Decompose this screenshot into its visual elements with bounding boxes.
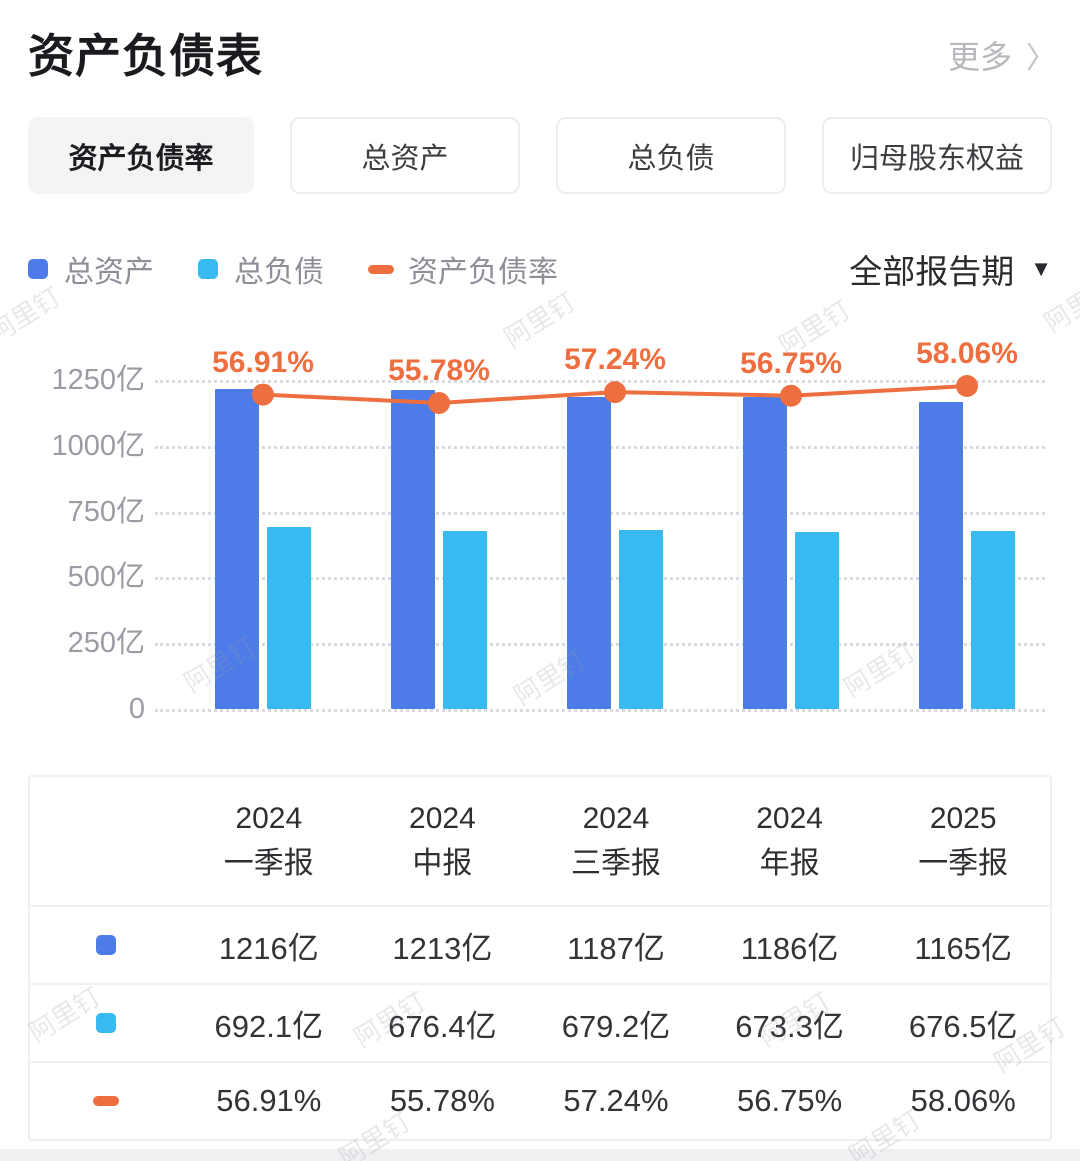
col-header: 2024 中报 bbox=[409, 802, 476, 880]
caret-down-icon: ▼ bbox=[1030, 256, 1052, 281]
tab-total-assets[interactable]: 总资产 bbox=[290, 117, 520, 194]
value-cell: 673.3亿 bbox=[735, 1008, 844, 1044]
bar-line-chart: 0 250亿 500亿 750亿 1000亿 1250亿 56.91% 55.78% 57.24… bbox=[0, 335, 1080, 747]
orange-dash-icon bbox=[368, 264, 394, 274]
legend-total-liabilities[interactable]: 总负债 bbox=[198, 247, 324, 291]
section-divider bbox=[0, 1149, 1080, 1161]
value-cell: 1216亿 bbox=[218, 930, 319, 966]
legend-total-assets[interactable]: 总资产 bbox=[28, 247, 154, 291]
gridline bbox=[155, 709, 1045, 712]
bar-total-assets[interactable] bbox=[391, 389, 435, 709]
legend-label: 资产负债率 bbox=[408, 256, 558, 289]
more-link[interactable]: 更多 〉 bbox=[948, 32, 1056, 78]
bar-total-assets[interactable] bbox=[743, 396, 787, 709]
tab-parent-equity[interactable]: 归母股东权益 bbox=[822, 117, 1052, 194]
bar-total-assets[interactable] bbox=[919, 402, 963, 709]
value-cell: 676.5亿 bbox=[908, 1008, 1018, 1044]
bar-total-assets[interactable] bbox=[215, 388, 259, 709]
value-cell: 55.78% bbox=[389, 1083, 495, 1118]
cyan-square-icon bbox=[198, 259, 218, 279]
legend-label: 总负债 bbox=[234, 256, 324, 289]
table-header-row: 2024 一季报 2024 中报 2024 三季报 2024 年报 2025 一季报 bbox=[30, 777, 1050, 905]
more-label: 更多 bbox=[947, 39, 1012, 75]
legend-label: 总资产 bbox=[64, 256, 154, 289]
table-row-debt-ratio: 56.91% 55.78% 57.24% 56.75% 58.06% bbox=[30, 1061, 1050, 1139]
page-title: 资产负债表 bbox=[28, 30, 263, 82]
value-cell: 679.2亿 bbox=[561, 1008, 671, 1044]
value-cell: 1187亿 bbox=[567, 930, 665, 966]
value-cell: 1186亿 bbox=[740, 930, 839, 966]
rate-value-label: 57.24% bbox=[564, 343, 666, 377]
report-period-dropdown[interactable]: 全部报告期 ▼ bbox=[849, 245, 1052, 293]
blue-square-icon bbox=[96, 935, 116, 955]
legend-debt-ratio[interactable]: 资产负债率 bbox=[368, 247, 558, 291]
period-label: 全部报告期 bbox=[849, 253, 1015, 290]
value-cell: 1213亿 bbox=[392, 930, 493, 966]
debt-ratio-line bbox=[252, 375, 978, 414]
gridline bbox=[155, 380, 1045, 383]
chart-legend: 总资产 总负债 资产负债率 全部报告期 ▼ bbox=[28, 248, 1052, 290]
y-axis-label: 1250亿 bbox=[51, 364, 145, 396]
value-cell: 57.24% bbox=[563, 1083, 669, 1118]
bar-total-liabilities[interactable] bbox=[971, 530, 1015, 709]
tab-debt-ratio[interactable]: 资产负债率 bbox=[28, 117, 254, 194]
metric-tabs: 资产负债率 总资产 总负债 归母股东权益 bbox=[28, 117, 1052, 194]
table-row-total-liabilities: 692.1亿 676.4亿 679.2亿 673.3亿 676.5亿 bbox=[30, 983, 1050, 1061]
rate-value-label: 55.78% bbox=[388, 354, 490, 387]
table-row-total-assets: 1216亿 1213亿 1187亿 1186亿 1165亿 bbox=[30, 905, 1050, 983]
rate-value-label: 56.91% bbox=[212, 345, 314, 379]
y-axis-label: 0 bbox=[128, 693, 145, 725]
tab-total-liabilities[interactable]: 总负债 bbox=[556, 117, 786, 194]
bar-total-liabilities[interactable] bbox=[619, 530, 663, 709]
col-header: 2025 一季报 bbox=[918, 802, 1009, 880]
rate-point[interactable] bbox=[956, 375, 978, 397]
y-axis-label: 1000亿 bbox=[51, 429, 145, 462]
value-cell: 56.91% bbox=[216, 1083, 322, 1118]
col-header: 2024 年报 bbox=[756, 802, 823, 880]
col-header: 2024 三季报 bbox=[570, 802, 661, 880]
bar-total-liabilities[interactable] bbox=[267, 526, 311, 709]
chevron-right-icon: 〉 bbox=[1026, 42, 1056, 75]
bar-total-liabilities[interactable] bbox=[795, 531, 839, 709]
blue-square-icon bbox=[28, 259, 48, 279]
value-cell: 56.75% bbox=[737, 1083, 843, 1118]
value-cell: 676.4亿 bbox=[388, 1008, 497, 1044]
value-cell: 1165亿 bbox=[914, 930, 1013, 966]
value-cell: 692.1亿 bbox=[214, 1008, 324, 1044]
report-table: 2024 一季报 2024 中报 2024 三季报 2024 年报 2025 一季报 12… bbox=[28, 775, 1052, 1141]
value-cell: 58.06% bbox=[910, 1083, 1016, 1118]
rate-value-label: 58.06% bbox=[916, 337, 1018, 370]
rate-value-label: 56.75% bbox=[740, 346, 842, 380]
bar-total-assets[interactable] bbox=[567, 396, 611, 709]
bar-total-liabilities[interactable] bbox=[443, 530, 487, 709]
y-axis-label: 250亿 bbox=[67, 627, 145, 660]
orange-dash-icon bbox=[93, 1096, 119, 1106]
cyan-square-icon bbox=[96, 1013, 116, 1033]
y-axis-label: 750亿 bbox=[67, 495, 145, 528]
col-header: 2024 一季报 bbox=[223, 802, 314, 880]
y-axis-label: 500亿 bbox=[67, 561, 145, 594]
